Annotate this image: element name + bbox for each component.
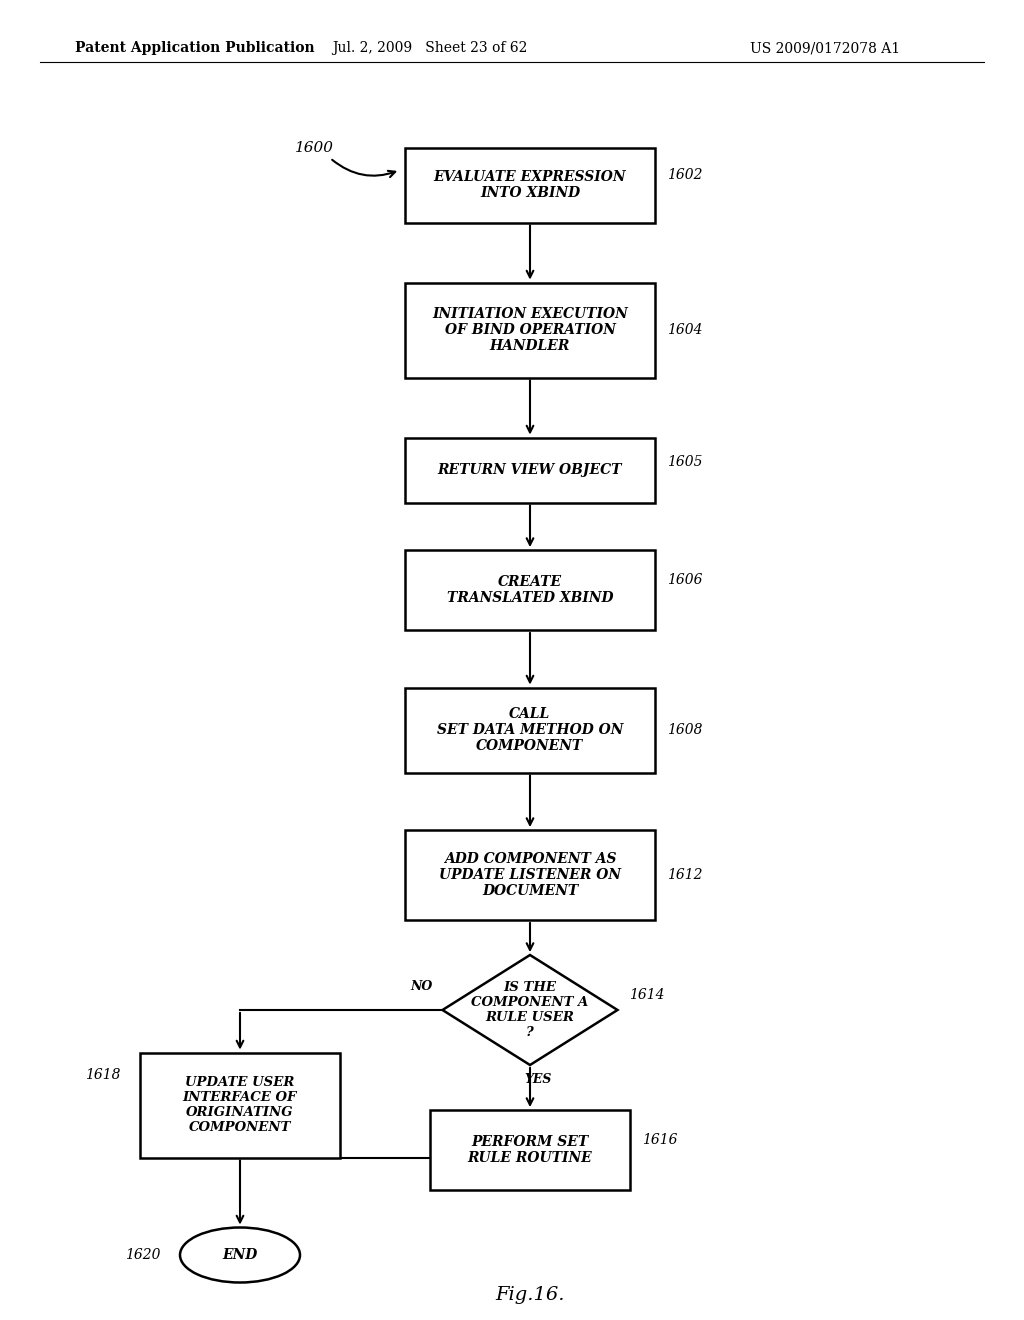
Text: 1600: 1600 [295,141,334,154]
Text: UPDATE USER
INTERFACE OF
ORIGINATING
COMPONENT: UPDATE USER INTERFACE OF ORIGINATING COM… [183,1076,297,1134]
Text: 1620: 1620 [125,1247,161,1262]
Text: CREATE
TRANSLATED XBIND: CREATE TRANSLATED XBIND [446,576,613,605]
FancyArrowPatch shape [332,160,395,177]
Text: PERFORM SET
RULE ROUTINE: PERFORM SET RULE ROUTINE [468,1135,592,1166]
Text: 1612: 1612 [667,869,702,882]
Text: 1618: 1618 [85,1068,121,1082]
FancyBboxPatch shape [406,550,655,630]
FancyBboxPatch shape [406,148,655,223]
FancyBboxPatch shape [406,282,655,378]
Text: YES: YES [524,1073,552,1086]
FancyBboxPatch shape [430,1110,630,1191]
Text: 1605: 1605 [667,455,702,469]
Text: INITIATION EXECUTION
OF BIND OPERATION
HANDLER: INITIATION EXECUTION OF BIND OPERATION H… [432,306,628,354]
Text: ADD COMPONENT AS
UPDATE LISTENER ON
DOCUMENT: ADD COMPONENT AS UPDATE LISTENER ON DOCU… [439,851,621,898]
Text: NO: NO [411,979,432,993]
Polygon shape [442,954,617,1065]
Text: Jul. 2, 2009   Sheet 23 of 62: Jul. 2, 2009 Sheet 23 of 62 [333,41,527,55]
Text: CALL
SET DATA METHOD ON
COMPONENT: CALL SET DATA METHOD ON COMPONENT [437,706,624,754]
Text: US 2009/0172078 A1: US 2009/0172078 A1 [750,41,900,55]
Text: EVALUATE EXPRESSION
INTO XBIND: EVALUATE EXPRESSION INTO XBIND [434,170,627,201]
FancyBboxPatch shape [406,830,655,920]
Text: RETURN VIEW OBJECT: RETURN VIEW OBJECT [437,463,623,477]
Text: 1606: 1606 [667,573,702,587]
Text: 1614: 1614 [630,987,665,1002]
Text: 1604: 1604 [667,323,702,337]
FancyBboxPatch shape [140,1052,340,1158]
Text: 1616: 1616 [642,1133,678,1147]
Text: END: END [222,1247,258,1262]
Text: 1602: 1602 [667,168,702,182]
FancyBboxPatch shape [406,437,655,503]
FancyBboxPatch shape [406,688,655,772]
Text: Patent Application Publication: Patent Application Publication [75,41,314,55]
Text: IS THE
COMPONENT A
RULE USER
?: IS THE COMPONENT A RULE USER ? [471,981,589,1039]
Text: 1608: 1608 [667,723,702,737]
Text: Fig.16.: Fig.16. [496,1286,565,1304]
Ellipse shape [180,1228,300,1283]
